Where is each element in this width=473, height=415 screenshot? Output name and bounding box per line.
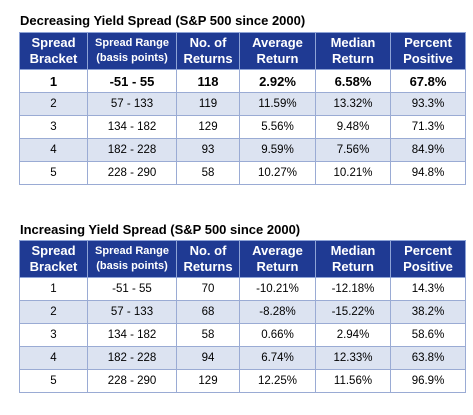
cell-no-of-returns: 58: [176, 323, 240, 347]
cell-spread-range: 228 - 290: [87, 369, 177, 393]
table-row: 4 182 - 228 93 9.59% 7.56% 84.9%: [19, 138, 466, 162]
header-percent-positive: Percent Positive: [390, 32, 466, 70]
table-row: 1 -51 - 55 118 2.92% 6.58% 67.8%: [19, 69, 466, 93]
header-spread-bracket: Spread Bracket: [19, 32, 88, 70]
table-header-row: Spread Bracket Spread Range (basis points)…: [19, 32, 466, 70]
cell-median-return: 7.56%: [315, 138, 391, 162]
cell-bracket: 2: [19, 92, 88, 116]
header-percent-positive: Percent Positive: [390, 240, 466, 278]
cell-average-return: 5.56%: [239, 115, 316, 139]
cell-percent-positive: 38.2%: [390, 300, 466, 324]
cell-no-of-returns: 129: [176, 115, 240, 139]
cell-median-return: -15.22%: [315, 300, 391, 324]
cell-percent-positive: 63.8%: [390, 346, 466, 370]
cell-median-return: 12.33%: [315, 346, 391, 370]
cell-no-of-returns: 118: [176, 69, 240, 93]
header-spread-bracket: Spread Bracket: [19, 240, 88, 278]
cell-bracket: 1: [19, 277, 88, 301]
cell-spread-range: 134 - 182: [87, 323, 177, 347]
header-spread-range: Spread Range (basis points): [87, 32, 177, 70]
cell-percent-positive: 58.6%: [390, 323, 466, 347]
cell-percent-positive: 96.9%: [390, 369, 466, 393]
table-row: 1 -51 - 55 70 -10.21% -12.18% 14.3%: [19, 277, 466, 301]
cell-spread-range: 57 - 133: [87, 92, 177, 116]
cell-percent-positive: 93.3%: [390, 92, 466, 116]
cell-percent-positive: 94.8%: [390, 161, 466, 185]
cell-bracket: 4: [19, 346, 88, 370]
cell-median-return: 13.32%: [315, 92, 391, 116]
cell-average-return: -8.28%: [239, 300, 316, 324]
cell-bracket: 3: [19, 323, 88, 347]
cell-spread-range: 182 - 228: [87, 138, 177, 162]
cell-bracket: 3: [19, 115, 88, 139]
table-row: 3 134 - 182 129 5.56% 9.48% 71.3%: [19, 115, 466, 139]
header-average-return: Average Return: [239, 240, 316, 278]
cell-spread-range: 134 - 182: [87, 115, 177, 139]
table-row: 5 228 - 290 129 12.25% 11.56% 96.9%: [19, 369, 466, 393]
cell-no-of-returns: 58: [176, 161, 240, 185]
table-row: 2 57 - 133 68 -8.28% -15.22% 38.2%: [19, 300, 466, 324]
cell-median-return: -12.18%: [315, 277, 391, 301]
increasing-table-title: Increasing Yield Spread (S&P 500 since 2…: [20, 222, 301, 237]
table-row: 4 182 - 228 94 6.74% 12.33% 63.8%: [19, 346, 466, 370]
header-average-return: Average Return: [239, 32, 316, 70]
cell-average-return: 11.59%: [239, 92, 316, 116]
header-median-return: Median Return: [315, 240, 391, 278]
cell-average-return: 6.74%: [239, 346, 316, 370]
header-no-of-returns: No. of Returns: [176, 32, 240, 70]
cell-no-of-returns: 94: [176, 346, 240, 370]
cell-spread-range: 182 - 228: [87, 346, 177, 370]
table-row: 2 57 - 133 119 11.59% 13.32% 93.3%: [19, 92, 466, 116]
cell-average-return: -10.21%: [239, 277, 316, 301]
cell-average-return: 12.25%: [239, 369, 316, 393]
cell-average-return: 0.66%: [239, 323, 316, 347]
decreasing-yield-table: Spread Bracket Spread Range (basis points)…: [19, 32, 466, 185]
header-no-of-returns: No. of Returns: [176, 240, 240, 278]
cell-no-of-returns: 129: [176, 369, 240, 393]
cell-median-return: 6.58%: [315, 69, 391, 93]
cell-no-of-returns: 93: [176, 138, 240, 162]
cell-average-return: 9.59%: [239, 138, 316, 162]
cell-bracket: 1: [19, 69, 88, 93]
decreasing-table-title: Decreasing Yield Spread (S&P 500 since 2…: [20, 13, 306, 28]
cell-percent-positive: 14.3%: [390, 277, 466, 301]
cell-spread-range: -51 - 55: [87, 277, 177, 301]
cell-bracket: 5: [19, 161, 88, 185]
cell-median-return: 9.48%: [315, 115, 391, 139]
cell-median-return: 11.56%: [315, 369, 391, 393]
cell-average-return: 2.92%: [239, 69, 316, 93]
cell-bracket: 5: [19, 369, 88, 393]
cell-median-return: 10.21%: [315, 161, 391, 185]
table-row: 3 134 - 182 58 0.66% 2.94% 58.6%: [19, 323, 466, 347]
cell-median-return: 2.94%: [315, 323, 391, 347]
cell-average-return: 10.27%: [239, 161, 316, 185]
table-row: 5 228 - 290 58 10.27% 10.21% 94.8%: [19, 161, 466, 185]
cell-percent-positive: 71.3%: [390, 115, 466, 139]
cell-no-of-returns: 70: [176, 277, 240, 301]
header-spread-range: Spread Range (basis points): [87, 240, 177, 278]
increasing-yield-table: Spread Bracket Spread Range (basis points)…: [19, 240, 466, 393]
cell-spread-range: 228 - 290: [87, 161, 177, 185]
cell-bracket: 4: [19, 138, 88, 162]
table-header-row: Spread Bracket Spread Range (basis points)…: [19, 240, 466, 278]
cell-spread-range: -51 - 55: [87, 69, 177, 93]
cell-percent-positive: 84.9%: [390, 138, 466, 162]
cell-spread-range: 57 - 133: [87, 300, 177, 324]
cell-no-of-returns: 68: [176, 300, 240, 324]
header-median-return: Median Return: [315, 32, 391, 70]
cell-percent-positive: 67.8%: [390, 69, 466, 93]
cell-no-of-returns: 119: [176, 92, 240, 116]
cell-bracket: 2: [19, 300, 88, 324]
